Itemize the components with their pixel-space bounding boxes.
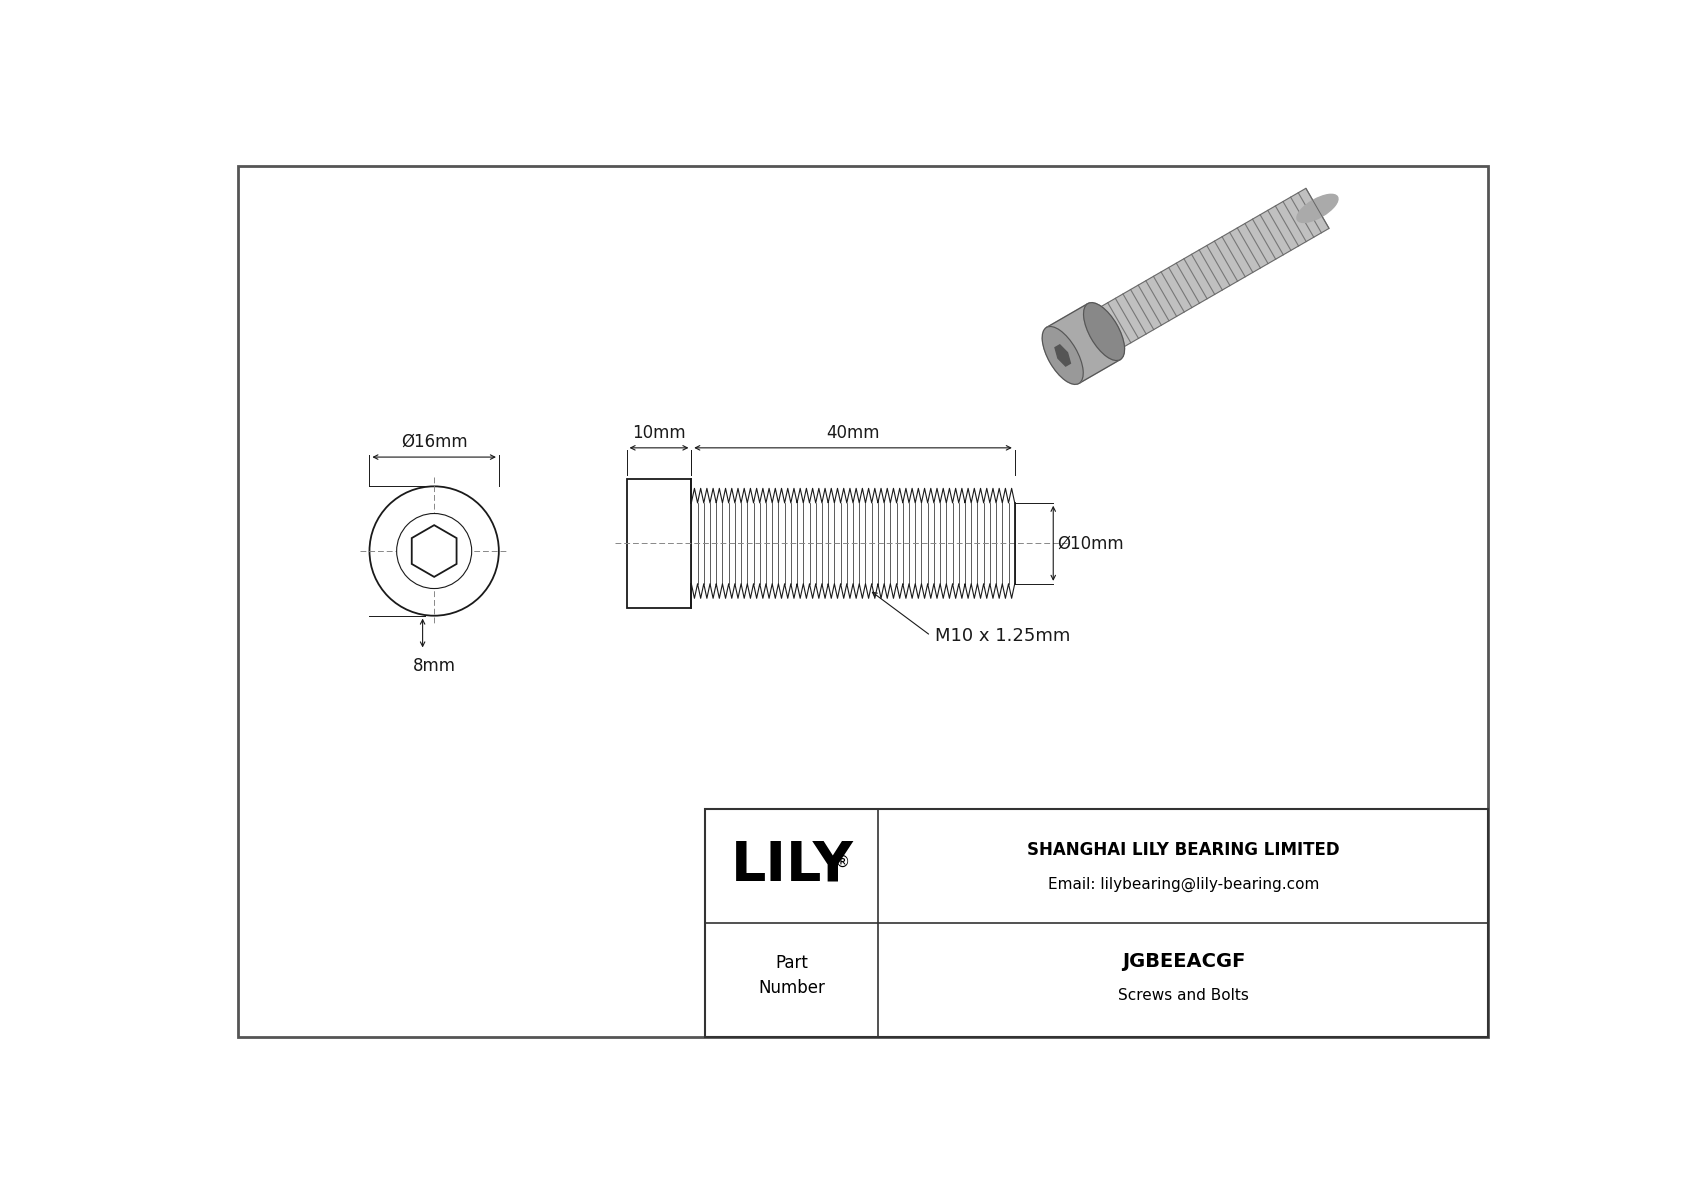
Ellipse shape <box>1042 326 1083 385</box>
Text: 40mm: 40mm <box>827 424 879 442</box>
Text: ®: ® <box>835 855 850 871</box>
Bar <box>626 479 692 607</box>
Polygon shape <box>1046 304 1120 384</box>
Text: SHANGHAI LILY BEARING LIMITED: SHANGHAI LILY BEARING LIMITED <box>1027 841 1340 859</box>
Text: M10 x 1.25mm: M10 x 1.25mm <box>935 626 1069 644</box>
Circle shape <box>369 486 498 616</box>
Circle shape <box>397 513 472 588</box>
Polygon shape <box>1054 345 1071 366</box>
Text: LILY: LILY <box>731 838 854 893</box>
Text: Screws and Bolts: Screws and Bolts <box>1118 989 1250 1003</box>
Polygon shape <box>413 525 456 576</box>
Text: JGBEEACGF: JGBEEACGF <box>1122 952 1244 971</box>
Ellipse shape <box>1297 194 1339 223</box>
Text: Ø10mm: Ø10mm <box>1058 535 1123 553</box>
Text: 10mm: 10mm <box>632 424 685 442</box>
Ellipse shape <box>1083 303 1125 361</box>
Text: Email: lilybearing@lily-bearing.com: Email: lilybearing@lily-bearing.com <box>1047 877 1319 892</box>
Text: 8mm: 8mm <box>413 656 456 674</box>
Text: Part
Number: Part Number <box>758 954 825 997</box>
Polygon shape <box>1093 188 1329 351</box>
Bar <box>706 809 1489 1037</box>
Text: Ø16mm: Ø16mm <box>401 432 468 451</box>
